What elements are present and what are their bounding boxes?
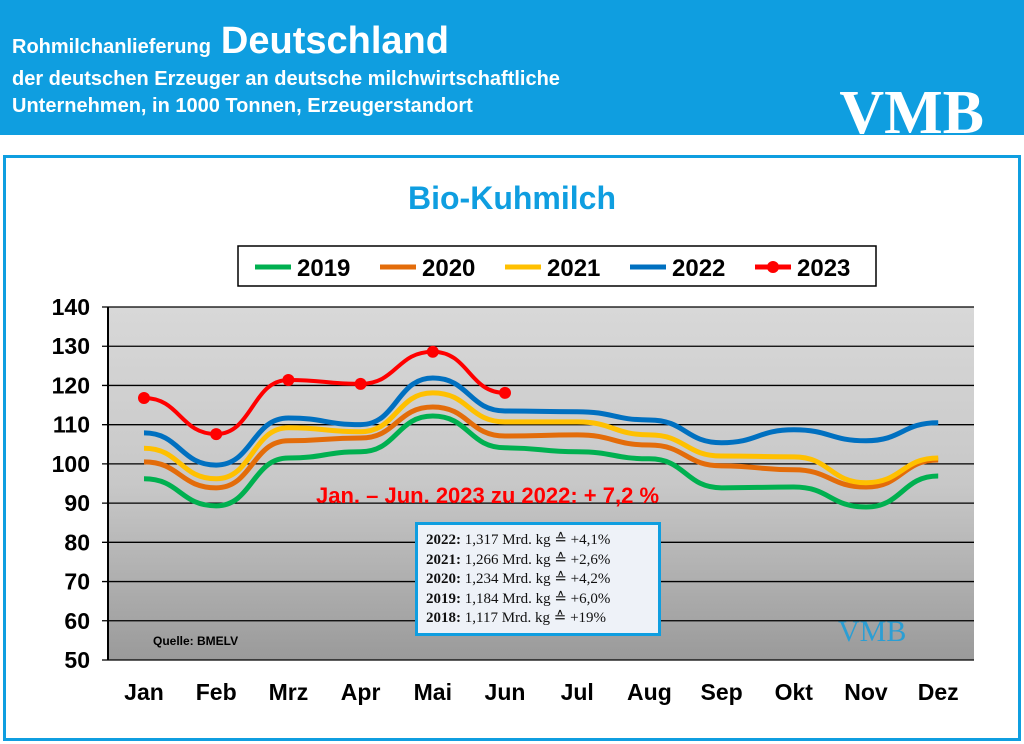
x-tick-label: Aug: [627, 679, 672, 705]
data-point-2023: [138, 391, 150, 404]
header-banner: Rohmilchanlieferung Deutschland der deuts…: [0, 0, 1024, 147]
summary-value: 1,234 Mrd. kg ≙ +4,2%: [464, 571, 611, 587]
summary-value: 1,184 Mrd. kg ≙ +6,0%: [464, 590, 611, 607]
x-tick-label: Feb: [196, 679, 237, 705]
header-line2: der deutschen Erzeuger an deutsche milch…: [12, 68, 560, 90]
y-tick-label: 100: [52, 451, 90, 477]
summary-year: 2018:: [426, 610, 465, 626]
x-tick-label: Jul: [561, 679, 594, 705]
legend-marker: [767, 261, 779, 273]
summary-value: 1,117 Mrd. kg ≙ +19%: [464, 610, 607, 626]
legend-label-2023: 2023: [797, 255, 850, 282]
data-point-2023: [426, 345, 439, 358]
x-tick-label: Jun: [485, 679, 526, 705]
data-point-2023: [354, 377, 367, 390]
summary-row: 2019: 1,184 Mrd. kg ≙ +6,0%: [426, 590, 650, 610]
y-tick-label: 80: [64, 529, 90, 555]
legend-label-2021: 2021: [547, 255, 600, 282]
chart-title: Bio-Kuhmilch: [408, 180, 616, 216]
chart-annotation: Jan. – Jun. 2023 zu 2022: + 7,2 %: [316, 483, 660, 508]
y-tick-label: 120: [52, 372, 90, 398]
header-country: Deutschland: [220, 20, 449, 62]
x-tick-label: Mai: [414, 679, 452, 705]
summary-value: 1,317 Mrd. kg ≙ +4,1%: [464, 532, 611, 548]
legend-label-2022: 2022: [672, 255, 725, 282]
summary-row: 2022: 1,317 Mrd. kg ≙ +4,1%: [426, 531, 650, 551]
series-line-2023: [143, 349, 506, 437]
x-tick-label: Jan: [124, 679, 164, 705]
summary-year: 2021:: [426, 551, 465, 568]
data-point-2023: [210, 428, 223, 441]
header-line3: Unternehmen, in 1000 Tonnen, Erzeugersta…: [12, 95, 473, 117]
y-tick-label: 130: [52, 333, 90, 359]
x-tick-label: Apr: [341, 679, 381, 705]
legend-label-2020: 2020: [422, 255, 475, 282]
data-point-2023: [499, 386, 511, 399]
header-subject: Rohmilchanlieferung: [12, 36, 211, 58]
y-tick-label: 110: [53, 412, 90, 438]
x-tick-label: Dez: [918, 679, 959, 705]
summary-row: 2021: 1,266 Mrd. kg ≙ +2,6%: [426, 551, 650, 571]
chart-frame: [3, 155, 1021, 741]
summary-year: 2022:: [426, 532, 465, 548]
vmb-watermark-logo: VMB: [838, 615, 907, 648]
y-tick-label: 50: [64, 647, 90, 673]
x-tick-label: Sep: [701, 679, 743, 705]
legend-label-2019: 2019: [297, 255, 350, 282]
summary-year: 2019:: [426, 590, 465, 607]
summary-box: 2022: 1,317 Mrd. kg ≙ +4,1% 2021: 1,266 M…: [415, 522, 661, 636]
vmb-logo: VMB: [839, 79, 984, 147]
series-line-2022: [143, 375, 939, 468]
summary-row: 2018: 1,117 Mrd. kg ≙ +19%: [426, 609, 650, 629]
y-tick-label: 90: [64, 490, 90, 516]
header-description: der deutschen Erzeuger an deutsche milch…: [12, 66, 560, 120]
y-tick-label: 140: [52, 294, 90, 320]
data-point-2023: [282, 373, 295, 386]
series-line-2020: [143, 404, 939, 491]
source-note: Quelle: BMELV: [153, 634, 239, 648]
x-tick-label: Mrz: [269, 679, 309, 705]
summary-value: 1,266 Mrd. kg ≙ +2,6%: [464, 551, 611, 568]
y-tick-label: 60: [64, 608, 90, 634]
series-line-2019: [143, 413, 939, 510]
summary-year: 2020:: [426, 571, 465, 587]
x-tick-label: Nov: [844, 679, 888, 705]
series-line-2021: [143, 390, 939, 486]
x-tick-label: Okt: [775, 679, 814, 705]
header-line1: Rohmilchanlieferung Deutschland: [12, 20, 449, 63]
summary-row: 2020: 1,234 Mrd. kg ≙ +4,2%: [426, 570, 650, 590]
y-tick-label: 70: [64, 569, 90, 595]
